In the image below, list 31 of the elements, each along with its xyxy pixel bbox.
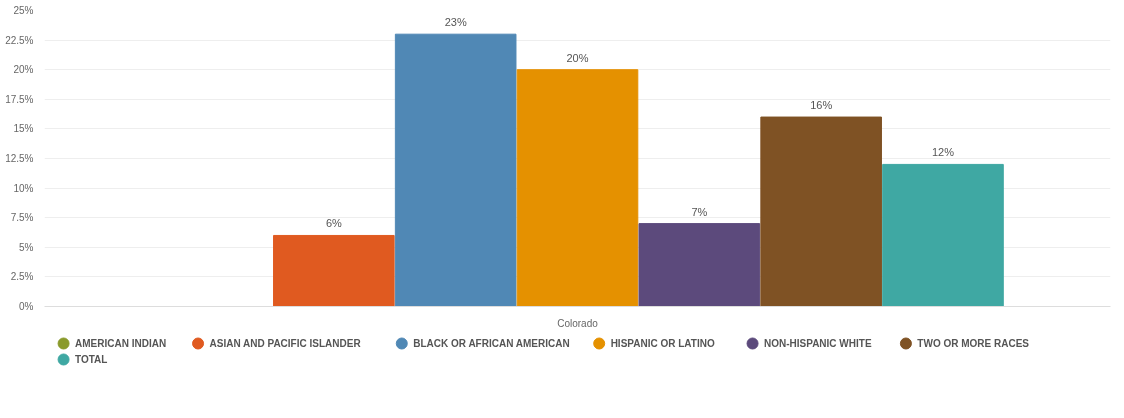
bar [273,234,395,307]
y-tick-label: 2.5% [10,271,34,283]
bar [516,69,639,307]
legend-label: BLACK OR AFRICAN AMERICAN [413,338,570,349]
y-tick-label: 12.5% [5,153,34,164]
legend-label: ASIAN AND PACIFIC ISLANDER [209,338,362,349]
data-label: 6% [325,217,343,230]
bar [394,33,517,307]
bar [638,223,761,307]
y-tick-label: 22.5% [5,34,34,46]
y-tick-label: 25% [13,5,34,16]
bar [882,163,1004,307]
y-tick-label: 0% [19,301,34,312]
data-label: 23% [444,16,467,29]
legend-label: AMERICAN INDIAN [75,338,167,349]
y-tick-label: 20% [13,64,34,76]
legend-label: TWO OR MORE RACES [917,338,1030,349]
data-label: 16% [810,99,833,112]
data-label: 20% [566,51,589,64]
data-label: 7% [691,205,708,218]
y-tick-label: 7.5% [10,212,34,224]
y-tick-label: 17.5% [5,93,34,105]
legend-label: NON-HISPANIC WHITE [764,338,872,349]
bar [760,116,882,307]
data-label: 12% [931,146,955,159]
y-tick-label: 5% [19,241,34,253]
legend-label: TOTAL [75,354,108,365]
legend-label: HISPANIC OR LATINO [610,338,715,349]
x-tick-label: Colorado [557,317,599,329]
y-tick-label: 15% [13,123,34,135]
y-tick-label: 10% [13,182,34,194]
